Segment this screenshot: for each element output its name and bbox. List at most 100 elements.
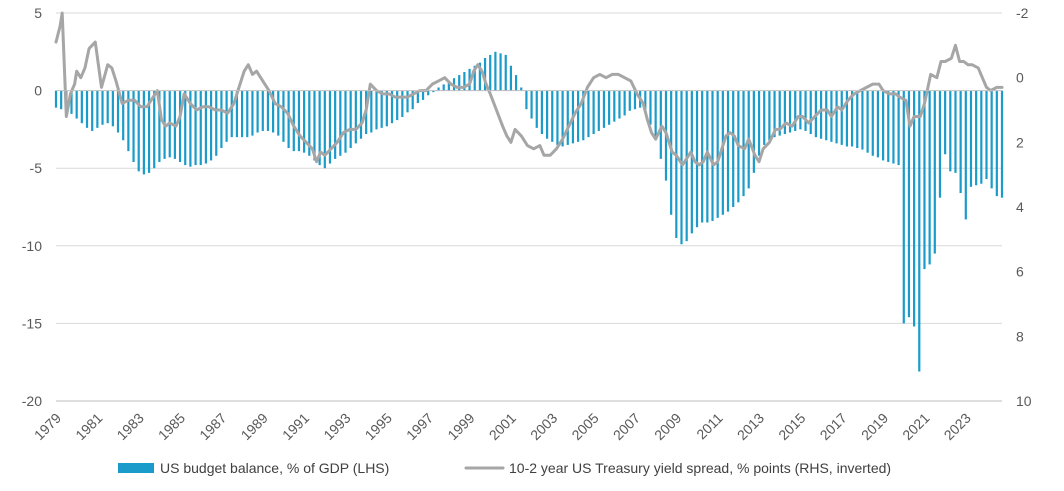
budget-balance-bar xyxy=(913,90,916,327)
x-axis-tick-label: 1999 xyxy=(444,410,477,443)
budget-balance-bar xyxy=(592,90,595,135)
budget-balance-bar xyxy=(199,90,202,166)
x-axis-tick-label: 2011 xyxy=(693,410,726,443)
budget-balance-bar xyxy=(246,90,249,138)
budget-balance-bar xyxy=(60,90,63,110)
budget-balance-bar xyxy=(773,90,776,138)
budget-balance-bar xyxy=(215,90,218,156)
right-axis-tick-label: 4 xyxy=(1016,199,1024,215)
budget-balance-bar xyxy=(303,90,306,153)
left-axis-tick-label: -20 xyxy=(22,393,42,409)
budget-balance-bar xyxy=(323,90,326,169)
budget-balance-bar xyxy=(685,90,688,242)
budget-balance-bar xyxy=(499,53,502,91)
budget-balance-bar xyxy=(287,90,290,149)
budget-balance-bar xyxy=(944,90,947,155)
x-axis-tick-label: 2015 xyxy=(775,410,808,443)
budget-balance-bar xyxy=(845,90,849,147)
budget-balance-bar xyxy=(794,90,797,131)
budget-balance-bar xyxy=(907,90,911,318)
budget-balance-bar xyxy=(985,90,988,180)
budget-balance-bar xyxy=(520,87,523,91)
budget-balance-bar xyxy=(959,90,962,194)
left-axis-tick-label: -15 xyxy=(22,315,42,331)
budget-balance-bar xyxy=(954,90,957,173)
budget-balance-bar xyxy=(618,90,621,119)
budget-balance-bar xyxy=(695,90,699,228)
left-axis-tick-label: 0 xyxy=(34,83,42,99)
budget-balance-bar xyxy=(928,90,931,265)
budget-balance-bar xyxy=(788,90,792,133)
budget-balance-bar xyxy=(623,90,626,116)
budget-balance-bar xyxy=(266,90,270,131)
budget-balance-bar xyxy=(385,90,388,127)
budget-balance-bar xyxy=(318,90,321,166)
budget-balance-bar xyxy=(142,90,145,175)
budget-balance-bar xyxy=(871,90,874,156)
budget-balance-bar xyxy=(189,90,192,167)
right-axis-tick-label: 8 xyxy=(1016,328,1024,344)
x-axis-tick-label: 1983 xyxy=(113,410,146,443)
budget-balance-bar xyxy=(556,90,559,145)
budget-balance-bar xyxy=(835,90,838,144)
budget-balance-bar xyxy=(825,90,828,141)
left-axis-tick-label: 5 xyxy=(34,5,42,21)
budget-balance-bar xyxy=(649,90,652,125)
budget-balance-bar xyxy=(184,90,187,166)
budget-balance-bar xyxy=(282,90,285,142)
budget-balance-bar xyxy=(256,90,259,133)
budget-balance-bar xyxy=(85,90,89,128)
budget-balance-bar xyxy=(158,90,161,162)
x-axis-tick-label: 2005 xyxy=(568,410,601,443)
legend: US budget balance, % of GDP (LHS) 10-2 y… xyxy=(118,460,891,476)
budget-balance-bar xyxy=(783,90,786,135)
budget-balance-bar xyxy=(809,90,812,135)
budget-balance-bar xyxy=(375,90,378,130)
budget-balance-bar xyxy=(251,90,254,136)
budget-balance-bar xyxy=(535,90,538,128)
budget-balance-bar xyxy=(153,90,156,169)
budget-balance-bar xyxy=(514,75,518,91)
budget-balance-bar xyxy=(106,90,109,124)
budget-balance-bar xyxy=(401,90,404,117)
budget-balance-bar xyxy=(856,90,859,149)
legend-swatch-budget-balance xyxy=(118,463,154,473)
budget-balance-bar xyxy=(209,90,213,161)
x-axis-tick-label: 1989 xyxy=(238,410,271,443)
right-axis-tick-label: -2 xyxy=(1016,5,1029,21)
budget-balance-bar xyxy=(861,90,864,150)
budget-balance-bar xyxy=(577,90,580,142)
budget-balance-bar xyxy=(711,90,714,221)
budget-balance-bar xyxy=(902,90,905,324)
budget-balance-bar xyxy=(70,90,73,114)
budget-balance-bar xyxy=(230,90,233,138)
budget-balance-bar xyxy=(54,90,58,108)
budget-balance-bar xyxy=(339,90,342,156)
budget-balance-bar xyxy=(969,90,973,187)
budget-balance-bar xyxy=(359,90,363,139)
budget-balance-bar xyxy=(396,90,399,121)
yield-spread-line xyxy=(54,11,1004,167)
budget-balance-bar xyxy=(587,90,590,138)
budget-balance-bar xyxy=(504,54,507,91)
budget-balance-bar xyxy=(975,90,978,186)
x-axis-tick-label: 1979 xyxy=(31,410,64,443)
legend-label-yield-spread: 10-2 year US Treasury yield spread, % po… xyxy=(509,460,891,476)
budget-balance-bar xyxy=(390,90,394,124)
budget-balance-bar xyxy=(116,90,120,133)
x-axis-tick-label: 2001 xyxy=(486,410,519,443)
budget-balance-bar xyxy=(608,90,611,125)
budget-balance-bar xyxy=(334,90,337,159)
right-axis-tick-label: 2 xyxy=(1016,134,1024,150)
budget-balance-bar xyxy=(427,90,430,96)
x-axis-tick-label: 1981 xyxy=(72,410,105,443)
budget-balance-bar xyxy=(923,90,926,270)
budget-balance-bar xyxy=(96,90,99,128)
budget-balance-bar xyxy=(850,90,854,147)
budget-balance-bar xyxy=(442,84,445,91)
budget-balance-bar xyxy=(127,90,130,152)
budget-balance-bar xyxy=(416,90,419,104)
budget-balance-bar xyxy=(328,90,332,164)
budget-balance-bar xyxy=(597,90,600,131)
